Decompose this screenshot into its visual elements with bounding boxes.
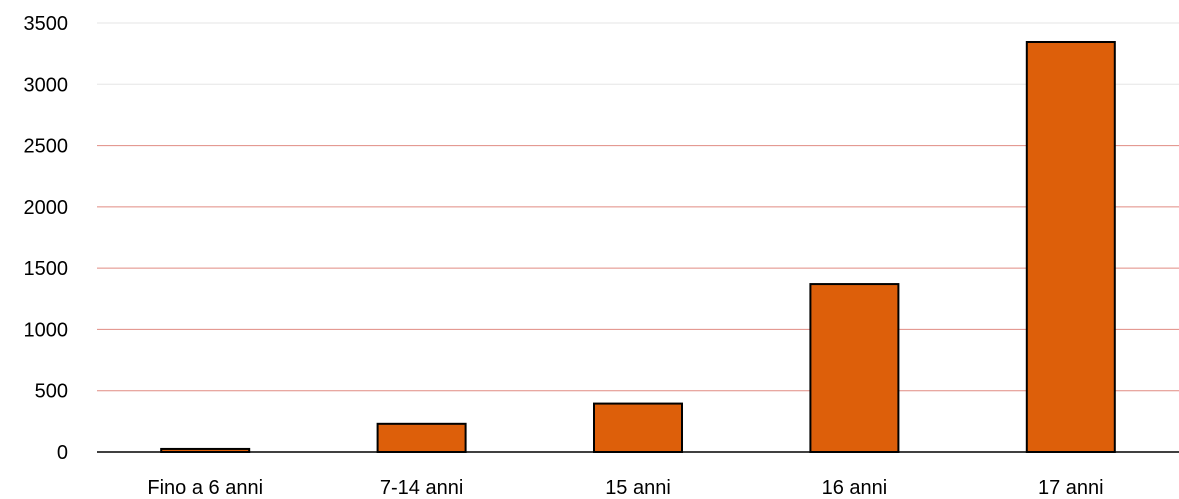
bar-2 bbox=[376, 422, 467, 453]
x-category-label: 7-14 anni bbox=[380, 477, 463, 499]
y-tick-label: 2500 bbox=[24, 136, 69, 158]
bar-3 bbox=[593, 402, 683, 454]
y-tick-label: 0 bbox=[57, 442, 68, 464]
x-axis-category-labels: Fino a 6 anni 7-14 anni 15 anni 16 anni 17 a… bbox=[147, 477, 1103, 499]
y-tick-label: 2000 bbox=[24, 197, 69, 219]
x-category-label: 17 anni bbox=[1038, 477, 1104, 499]
y-tick-label: 3500 bbox=[24, 13, 69, 35]
x-category-label: 15 anni bbox=[605, 477, 671, 499]
x-category-label: 16 anni bbox=[822, 477, 888, 499]
y-tick-label: 500 bbox=[35, 381, 68, 403]
bars bbox=[160, 40, 1116, 454]
x-category-label: Fino a 6 anni bbox=[147, 477, 263, 499]
bar-4 bbox=[809, 283, 900, 453]
y-tick-label: 3000 bbox=[24, 74, 69, 96]
y-tick-label: 1500 bbox=[24, 258, 69, 280]
y-tick-label: 1000 bbox=[24, 319, 69, 341]
gridlines bbox=[97, 22, 1179, 392]
y-axis-tick-labels: 0 500 1000 1500 2000 2500 3000 3500 bbox=[24, 13, 69, 464]
bar-5 bbox=[1025, 40, 1116, 454]
